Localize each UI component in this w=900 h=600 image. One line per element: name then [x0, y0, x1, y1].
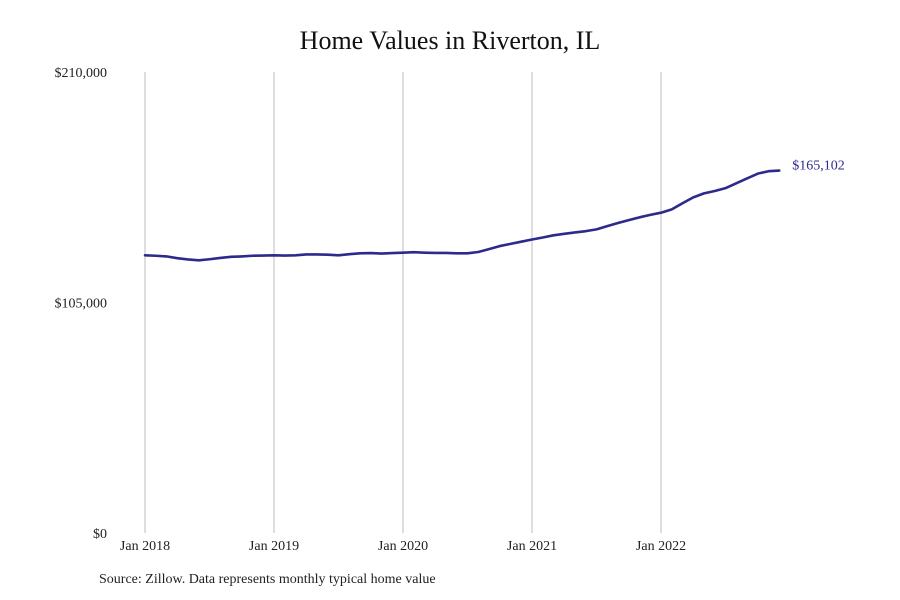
- x-tick-label: Jan 2020: [378, 539, 428, 554]
- y-axis-ticks: $210,000 $105,000 $0: [55, 66, 108, 542]
- series-layer: $165,102: [143, 159, 845, 262]
- grid-lines: [144, 72, 662, 533]
- y-tick-label: $0: [93, 527, 107, 542]
- x-tick-label: Jan 2019: [249, 539, 299, 554]
- y-tick-label: $210,000: [55, 66, 108, 81]
- x-tick-label: Jan 2021: [507, 539, 557, 554]
- x-tick-label: Jan 2022: [636, 539, 686, 554]
- series-line: [143, 169, 781, 262]
- x-axis-ticks: Jan 2018 Jan 2019 Jan 2020 Jan 2021 Jan 2022: [120, 539, 686, 554]
- y-tick-label: $105,000: [55, 297, 108, 312]
- chart-title: Home Values in Riverton, IL: [299, 26, 601, 55]
- source-note: Source: Zillow. Data represents monthly …: [99, 572, 436, 587]
- x-tick-label: Jan 2018: [120, 539, 170, 554]
- end-value-label: $165,102: [792, 159, 845, 174]
